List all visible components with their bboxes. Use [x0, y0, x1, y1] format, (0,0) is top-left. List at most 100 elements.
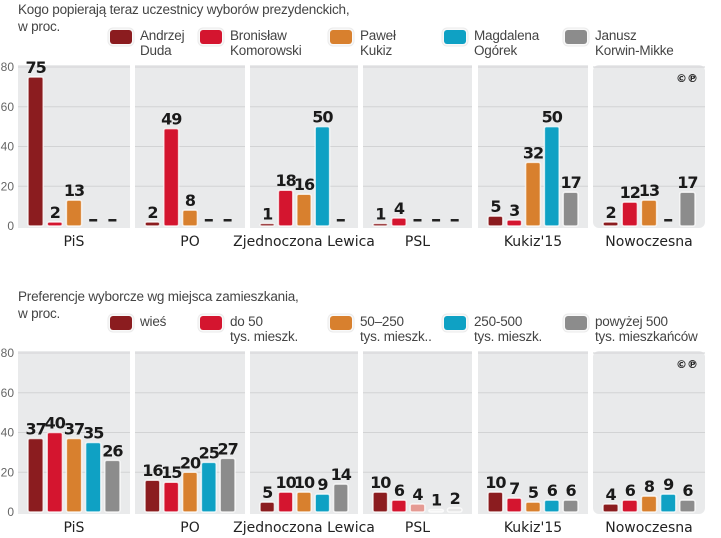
missing-value-dash	[204, 219, 213, 222]
bar-value-label: 8	[644, 477, 655, 496]
bar-value-label: 25	[199, 443, 220, 462]
legend-item: Paweł Kukiz	[330, 28, 396, 58]
legend-label: Bronisław Komorowski	[230, 28, 302, 58]
missing-value-dash	[432, 219, 441, 222]
bar-value-label: 13	[64, 181, 84, 200]
bar-value-label: 3	[509, 201, 519, 220]
legend-item: Bronisław Komorowski	[200, 28, 302, 58]
bar	[409, 503, 426, 513]
bar-value-label: 50	[312, 108, 333, 127]
copyright-icon: ©℗	[676, 358, 698, 371]
category-label: PO	[180, 234, 199, 250]
chart1-title: Kogo popierają teraz uczestnicy wyborów …	[18, 1, 350, 35]
category-label: Kukiz'15	[504, 520, 562, 536]
bar-value-label: 5	[262, 483, 273, 502]
category-label: Nowoczesna	[605, 520, 692, 536]
bar	[372, 222, 389, 227]
bar	[65, 199, 83, 227]
bar-value-label: 6	[547, 481, 558, 500]
y-tick-label: 60	[1, 100, 15, 114]
legend-label: 50–250 tys. mieszk..	[360, 314, 432, 344]
category-label: Zjednoczona Lewica	[233, 234, 375, 250]
legend-item: powyżej 500 tys. mieszkańców	[565, 314, 698, 344]
bar	[181, 209, 199, 227]
category-label: PSL	[405, 520, 430, 536]
legend-label: Magdalena Ogórek	[474, 28, 540, 58]
bar	[602, 221, 619, 227]
legend-swatch	[444, 30, 466, 44]
chart1-title-line1: Kogo popierają teraz uczestnicy wyborów …	[18, 2, 350, 17]
bar	[446, 507, 463, 513]
bar	[46, 431, 64, 513]
bar	[621, 499, 639, 513]
category-label: PiS	[64, 520, 85, 536]
bar-value-label: 20	[180, 453, 201, 472]
bar-value-label: 17	[560, 173, 580, 192]
category-label: PSL	[405, 234, 430, 250]
bar-value-label: 4	[606, 485, 617, 504]
bar-value-label: 32	[523, 143, 543, 162]
bar	[524, 161, 542, 227]
bar	[543, 499, 560, 513]
bar-value-label: 13	[639, 181, 659, 200]
bar	[144, 479, 161, 513]
category-label: PO	[180, 520, 199, 536]
bar	[506, 219, 523, 227]
bar-value-label: 2	[147, 203, 157, 222]
legend-item: 50–250 tys. mieszk..	[330, 314, 432, 344]
legend-label: Paweł Kukiz	[360, 28, 396, 58]
bar	[163, 481, 180, 513]
bar-value-label: 18	[275, 171, 296, 190]
bar	[104, 459, 121, 513]
bar-value-label: 10	[275, 473, 296, 492]
bar-value-label: 6	[394, 481, 405, 500]
bar-value-label: 37	[64, 419, 84, 438]
bar-value-label: 8	[185, 191, 196, 210]
bar	[144, 221, 161, 227]
bar	[390, 217, 407, 227]
bar	[219, 457, 236, 513]
bar-value-label: 2	[606, 203, 616, 222]
category-label: PiS	[64, 234, 85, 250]
y-tick-label: 20	[1, 465, 15, 479]
bar	[602, 503, 619, 513]
bar	[659, 493, 677, 513]
legend-swatch	[110, 30, 132, 44]
bar-value-label: 75	[25, 58, 46, 77]
bar-value-label: 6	[682, 481, 693, 500]
bar-value-label: 2	[450, 489, 460, 508]
y-tick-label: 40	[1, 140, 15, 154]
bar	[487, 215, 504, 227]
bar	[543, 125, 560, 227]
legend-item: do 50 tys. mieszk.	[200, 314, 298, 344]
bar	[314, 125, 331, 227]
legend-item: Janusz Korwin-Mikke	[565, 28, 674, 58]
bar	[640, 199, 658, 227]
copyright-icon: ©℗	[676, 72, 698, 85]
bar-value-label: 7	[509, 479, 519, 498]
bar-value-label: 40	[45, 414, 66, 433]
bar-value-label: 9	[663, 475, 674, 494]
legend-swatch	[110, 316, 132, 330]
chart2-title: Preferencje wyborcze wg miejsca zamieszk…	[18, 288, 299, 322]
legend-label: 250-500 tys. mieszk.	[474, 314, 543, 344]
bar-value-label: 49	[161, 110, 182, 129]
legend-swatch	[330, 316, 352, 330]
legend-swatch	[565, 316, 587, 330]
legend-label: wieś	[140, 314, 167, 329]
bar	[259, 501, 276, 513]
bar-value-label: 27	[217, 439, 237, 458]
chart2-title-line1: Preferencje wyborcze wg miejsca zamieszk…	[18, 289, 299, 304]
bar	[296, 193, 312, 227]
bar-value-label: 37	[25, 419, 45, 438]
y-tick-label: 80	[1, 60, 15, 74]
bar	[46, 221, 64, 227]
missing-value-dash	[664, 219, 673, 222]
bar	[84, 441, 102, 513]
legend-label: Janusz Korwin-Mikke	[595, 28, 674, 58]
bar-value-label: 6	[566, 481, 577, 500]
bar-value-label: 50	[542, 108, 563, 127]
bar-value-label: 12	[620, 183, 640, 202]
y-tick-label: 0	[7, 505, 14, 519]
